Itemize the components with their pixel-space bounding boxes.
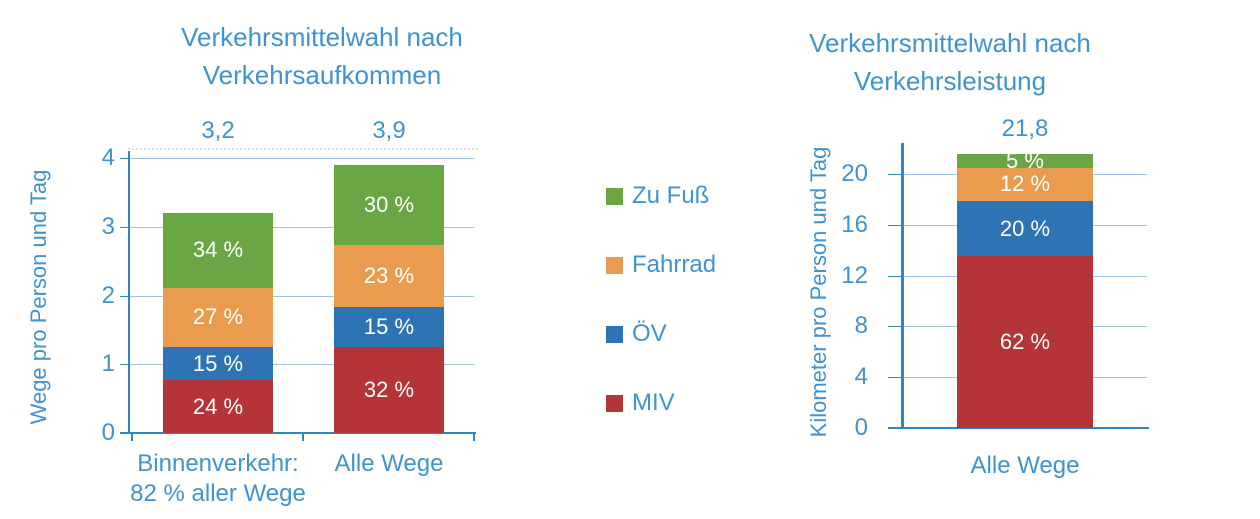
segment-label: 15 % — [363, 314, 415, 340]
category-label: Binnenverkehr: 82 % aller Wege — [130, 450, 306, 507]
segment-label: 24 % — [192, 393, 244, 419]
chart-title-line: Verkehrsleistung — [853, 66, 1047, 96]
total-label: 3,2 — [201, 117, 235, 144]
y-tick-label: 8 — [854, 312, 868, 339]
bar-segment-miv: 24 % — [163, 380, 273, 433]
legend-swatch-miv-icon — [606, 394, 623, 412]
y-axis-tick — [888, 326, 903, 327]
bar-segment-miv: 32 % — [334, 347, 444, 433]
segment-label: 27 % — [192, 304, 244, 330]
legend-label: MIV — [632, 389, 675, 416]
y-axis-tick — [120, 227, 130, 228]
total-label: 3,9 — [372, 117, 406, 144]
segment-label: 15 % — [192, 350, 244, 376]
dotted-top-line — [128, 148, 478, 150]
segment-label: 5 % — [1006, 147, 1044, 173]
x-axis-tick — [473, 433, 475, 441]
bar-segment-zu-fuss: 5 % — [957, 147, 1093, 173]
y-tick-label: 1 — [101, 350, 115, 377]
segment-label: 62 % — [999, 329, 1051, 355]
category-label: Alle Wege — [334, 450, 444, 477]
legend-label: Fahrrad — [632, 251, 717, 278]
gridline — [130, 227, 474, 228]
legend-label: ÖV — [632, 320, 667, 347]
chart-title-line: Verkehrsmittelwahl nach — [181, 22, 463, 52]
y-tick-label: 20 — [841, 160, 868, 187]
bar-segment-oev: 15 % — [163, 347, 273, 381]
chart-title-aufkommen: Verkehrsmittelwahl nach Verkehrsaufkomme… — [122, 18, 522, 94]
y-axis-tick — [120, 364, 130, 365]
y-axis-tick — [888, 276, 903, 277]
legend-item-miv: MIV — [606, 391, 675, 415]
bar-segment-fahrrad: 12 % — [957, 167, 1093, 201]
segment-label: 23 % — [363, 263, 415, 289]
y-tick-label: 2 — [101, 282, 115, 309]
y-tick-label: 4 — [854, 363, 868, 390]
bar-segment-fahrrad: 27 % — [163, 287, 273, 348]
segment-label: 30 % — [363, 192, 415, 218]
legend-swatch-fahrrad-icon — [606, 256, 623, 274]
segment-label: 32 % — [363, 377, 415, 403]
chart-title-line: Verkehrsmittelwahl nach — [809, 28, 1091, 58]
y-axis-line — [901, 143, 904, 428]
y-tick-label: 12 — [841, 262, 868, 289]
y-tick-label: 16 — [841, 211, 868, 238]
y-tick-label: 0 — [854, 414, 868, 441]
legend-item-zu-fuss: Zu Fuß — [606, 184, 709, 208]
legend-item-fahrrad: Fahrrad — [606, 253, 716, 277]
category-label: Alle Wege — [970, 452, 1080, 479]
segment-label: 20 % — [999, 215, 1051, 241]
y-tick-label: 0 — [101, 419, 115, 446]
chart-title-leistung: Verkehrsmittelwahl nach Verkehrsleistung — [750, 24, 1150, 100]
bar-segment-miv: 62 % — [957, 256, 1093, 428]
gridline — [130, 364, 474, 365]
x-axis-line — [888, 427, 1149, 429]
legend-swatch-zu-fuss-icon — [606, 187, 623, 205]
legend-label: Zu Fuß — [632, 182, 710, 209]
y-axis-tick — [888, 225, 903, 226]
y-axis-title-wege: Wege pro Person und Tag — [26, 169, 51, 425]
chart-title-line: Verkehrsaufkommen — [202, 60, 442, 90]
y-axis-tick — [888, 377, 903, 378]
gridline — [130, 296, 474, 297]
legend-swatch-oev-icon — [606, 325, 623, 343]
legend-item-oev: ÖV — [606, 322, 667, 346]
segment-label: 34 % — [192, 237, 244, 263]
bar-segment-oev: 20 % — [957, 200, 1093, 257]
total-label: 21,8 — [1001, 115, 1049, 142]
y-tick-label: 4 — [101, 144, 115, 171]
x-axis-tick — [131, 433, 133, 441]
y-tick-label: 3 — [101, 213, 115, 240]
x-axis-line — [120, 432, 476, 434]
y-axis-tick — [120, 158, 130, 159]
bar-segment-zu-fuss: 34 % — [163, 213, 273, 288]
bar-segment-fahrrad: 23 % — [334, 245, 444, 307]
bar-segment-oev: 15 % — [334, 306, 444, 348]
segment-label: 12 % — [999, 171, 1051, 197]
bar-segment-zu-fuss: 30 % — [334, 164, 444, 246]
y-axis-tick — [120, 296, 130, 297]
x-axis-tick — [302, 433, 304, 441]
y-axis-tick — [888, 174, 903, 175]
y-axis-line — [128, 151, 130, 433]
gridline — [130, 158, 474, 159]
